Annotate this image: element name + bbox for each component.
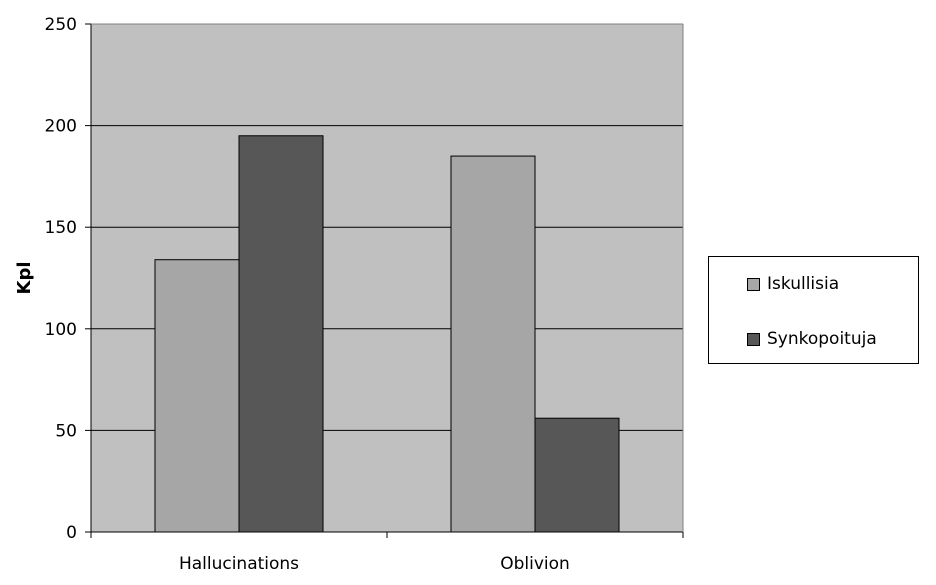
legend-label-synkopoituja: Synkopoituja	[767, 329, 877, 349]
legend-label-iskullisia: Iskullisia	[767, 274, 840, 294]
legend-item-synkopoituja: Synkopoituja	[747, 328, 877, 350]
bar-synkopoituja-hallucinations	[238, 135, 324, 533]
y-tick-label: 250	[45, 15, 77, 35]
legend-swatch-iskullisia	[747, 277, 760, 291]
legend-swatch-synkopoituja	[747, 332, 760, 346]
y-tick-label: 0	[66, 523, 77, 543]
y-axis-label: Kpl	[14, 261, 35, 294]
bar-iskullisia-oblivion	[450, 155, 536, 533]
x-tick-label: Hallucinations	[179, 554, 299, 574]
legend-item-iskullisia: Iskullisia	[747, 273, 839, 295]
y-tick-label: 150	[45, 218, 77, 238]
x-tick-label: Oblivion	[500, 554, 570, 574]
y-tick-label: 50	[55, 421, 77, 441]
bar-iskullisia-hallucinations	[154, 259, 240, 533]
bar-synkopoituja-oblivion	[534, 417, 620, 533]
axes: 0 50 100 150 200 250 Hallucinations Oblivion	[45, 15, 684, 574]
bars	[154, 135, 620, 533]
y-tick-label: 100	[45, 320, 77, 340]
y-tick-label: 200	[45, 117, 77, 137]
legend: Iskullisia Synkopoituja	[708, 256, 919, 364]
